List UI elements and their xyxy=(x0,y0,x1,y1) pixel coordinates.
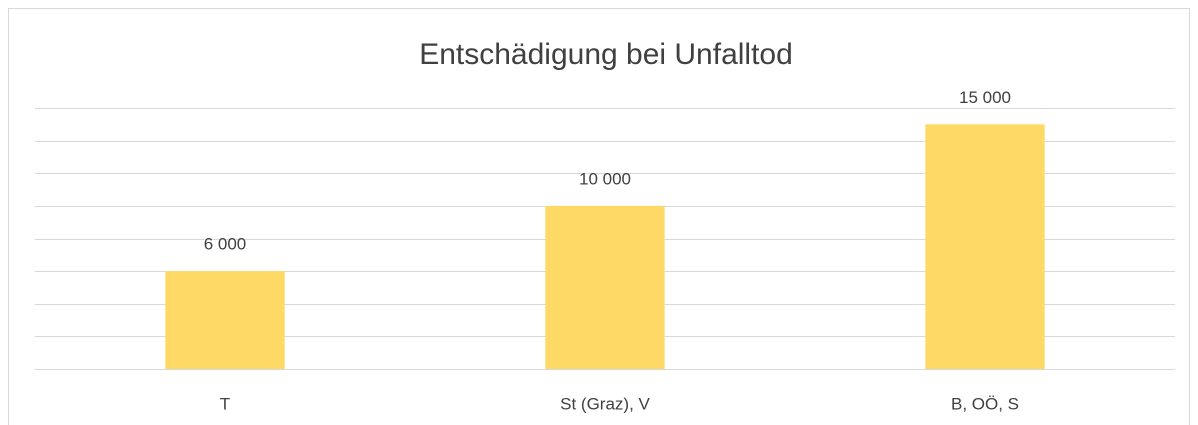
data-label: 10 000 xyxy=(579,169,631,188)
bar xyxy=(545,205,665,369)
bar xyxy=(165,271,285,369)
data-label: 15 000 xyxy=(959,88,1011,107)
x-tick-label: T xyxy=(220,394,230,413)
x-tick-label: St (Graz), V xyxy=(560,394,650,413)
x-tick-label: B, OÖ, S xyxy=(951,394,1019,413)
data-label: 6 000 xyxy=(204,235,247,254)
bar xyxy=(925,124,1045,369)
chart-title: Entschädigung bei Unfalltod xyxy=(419,38,793,71)
